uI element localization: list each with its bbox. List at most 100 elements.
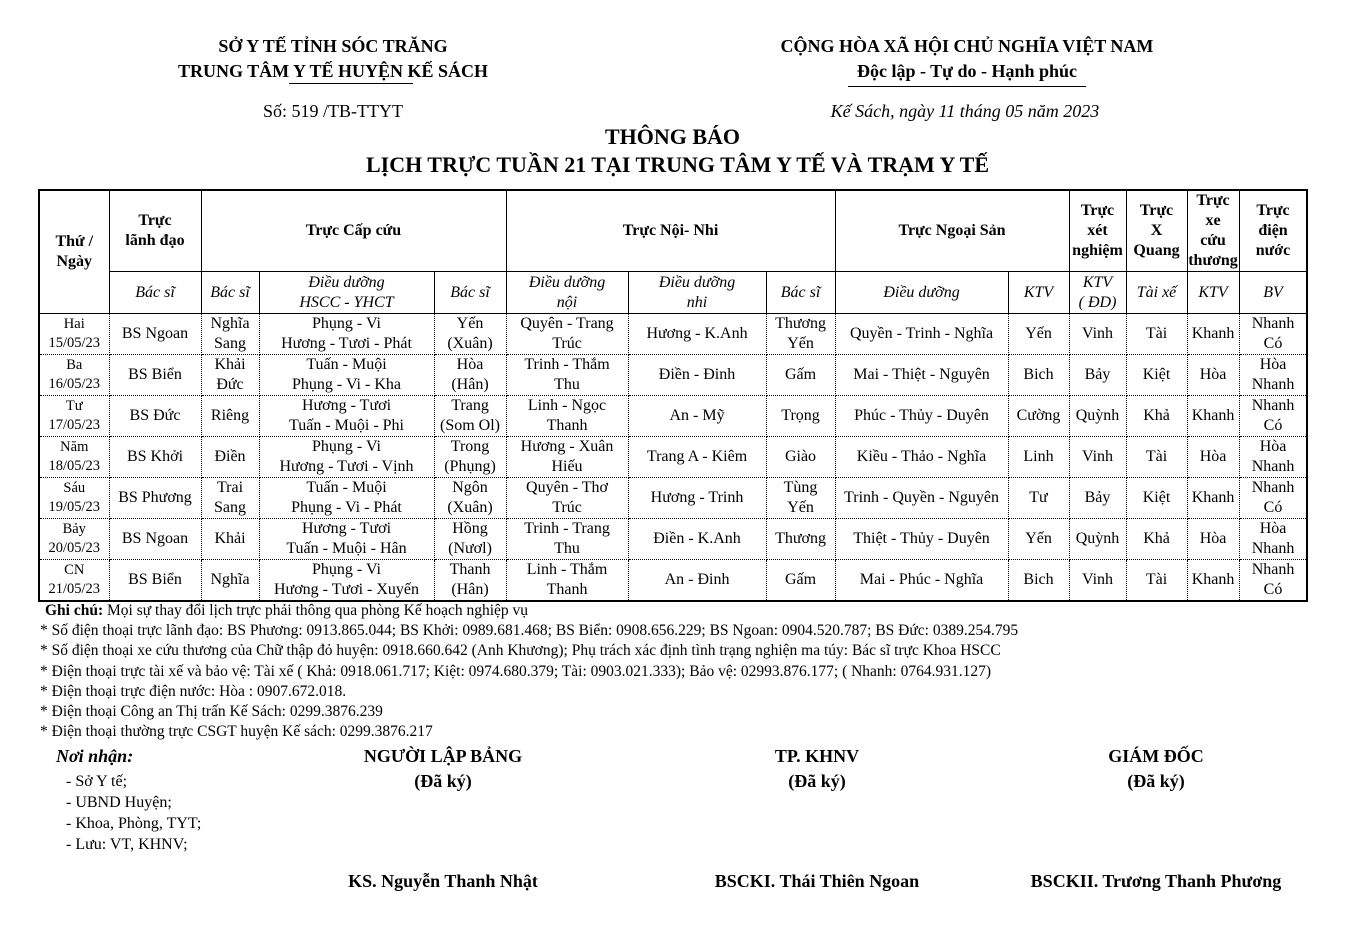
table-cell: Linh - Thắm Thanh — [505, 559, 629, 602]
table-cell: Trọng — [765, 395, 836, 437]
table-cell: Phụng - Vi Hương - Tươi - Vịnh — [258, 436, 435, 478]
table-cell: Mai - Phúc - Nghĩa — [834, 559, 1009, 602]
table-row: CN 21/05/23 BS Biển Nghĩa Phụng - Vi Hương … — [38, 559, 1308, 602]
table-cell: Gấm — [765, 354, 836, 396]
table-cell: Tài — [1125, 559, 1188, 602]
table-cell: Trong (Phụng) — [433, 436, 507, 478]
table-cell: BS Ngoan — [108, 313, 202, 355]
table-cell: Phúc - Thủy - Duyên — [834, 395, 1009, 437]
sub-header: Bác sĩ — [433, 271, 507, 314]
notes-label: Ghi chú: — [45, 602, 104, 619]
day-cell: Ba 16/05/23 — [38, 354, 110, 396]
divider — [289, 83, 413, 84]
sub-header: BV — [1238, 271, 1308, 314]
signature-role: GIÁM ĐỐC — [1108, 746, 1204, 766]
table-cell: Hòa Nhanh — [1238, 354, 1308, 396]
table-cell: BS Biển — [108, 559, 202, 602]
title-line1: THÔNG BÁO — [604, 124, 741, 149]
day-cell: Tư 17/05/23 — [38, 395, 110, 437]
table-cell: An - Đinh — [627, 559, 767, 602]
recipient-item: - Khoa, Phòng, TYT; — [66, 815, 202, 832]
table-cell: Điền - K.Anh — [627, 518, 767, 560]
table-cell: Khải Đức — [200, 354, 260, 396]
sub-header: Tài xế — [1125, 271, 1188, 314]
table-cell: Trai Sang — [200, 477, 260, 519]
table-cell: Khanh — [1186, 477, 1240, 519]
table-cell: Khả — [1125, 395, 1188, 437]
notes-section: Ghi chú: Mọi sự thay đổi lịch trực phải … — [40, 601, 1018, 742]
divider — [848, 86, 1086, 87]
table-cell: Phụng - Vi Hương - Tươi - Xuyến — [258, 559, 435, 602]
note-line: * Số điện thoại trực lãnh đạo: BS Phương… — [40, 622, 1019, 640]
signature-status: (Đã ký) — [788, 771, 846, 791]
sub-header: Bác sĩ — [108, 271, 202, 314]
table-cell: Vinh — [1068, 436, 1127, 478]
group-header: Trực xét nghiệm — [1068, 189, 1127, 272]
group-header: Trực xe cứu thương — [1186, 189, 1240, 272]
table-row: Năm 18/05/23 BS Khởi Điền Phụng - Vi Hương … — [38, 436, 1308, 478]
table-cell: Linh — [1007, 436, 1070, 478]
table-cell: An - Mỹ — [627, 395, 767, 437]
table-cell: Nhanh Có — [1238, 477, 1308, 519]
table-cell: Tuấn - Muội Phụng - Vi - Phát — [258, 477, 435, 519]
table-cell: Tài — [1125, 436, 1188, 478]
table-cell: Khanh — [1186, 313, 1240, 355]
table-cell: Giào — [765, 436, 836, 478]
table-cell: Hương - Tươi Tuấn - Muội - Phi — [258, 395, 435, 437]
table-cell: Nhanh Có — [1238, 395, 1308, 437]
table-row: Bảy 20/05/23 BS Ngoan Khải Hương - Tươi Tuấ… — [38, 518, 1308, 560]
sub-header: Điều dưỡng nhi — [627, 271, 767, 314]
recipients-label: Nơi nhận: — [56, 746, 134, 766]
recipient-item: - UBND Huyện; — [66, 794, 172, 811]
table-cell: Điền - Đinh — [627, 354, 767, 396]
group-header: Trực Cấp cứu — [200, 189, 507, 272]
table-cell: Hòa — [1186, 354, 1240, 396]
note-line: * Điện thoại Công an Thị trấn Kế Sách: 0… — [40, 703, 383, 721]
table-cell: Nghĩa — [200, 559, 260, 602]
table-cell: Trang A - Kiêm — [627, 436, 767, 478]
table-cell: Thiệt - Thủy - Duyên — [834, 518, 1009, 560]
table-cell: Hòa — [1186, 436, 1240, 478]
table-cell: Trang (Som Ol) — [433, 395, 507, 437]
table-cell: Kiệt — [1125, 477, 1188, 519]
schedule-table: Thứ / Ngày Trực lãnh đạo Trực Cấp cứu Trực … — [38, 189, 1309, 602]
recipient-item: - Lưu: VT, KHNV; — [66, 836, 188, 853]
table-cell: Yến — [1007, 313, 1070, 355]
org-line1: SỞ Y TẾ TỈNH SÓC TRĂNG — [218, 36, 448, 56]
sub-header: Bác sĩ — [200, 271, 260, 314]
table-cell: Quỳnh — [1068, 518, 1127, 560]
table-cell: Vinh — [1068, 313, 1127, 355]
table-cell: Khanh — [1186, 395, 1240, 437]
signature-role: NGƯỜI LẬP BẢNG — [363, 746, 523, 766]
day-cell: Năm 18/05/23 — [38, 436, 110, 478]
signature-name: BSCKII. Trương Thanh Phương — [1030, 871, 1282, 891]
notes-text: Mọi sự thay đổi lịch trực phải thông qua… — [103, 602, 529, 619]
table-row: Tư 17/05/23 BS Đức Riêng Hương - Tươi Tuấn … — [38, 395, 1308, 437]
table-cell: BS Ngoan — [108, 518, 202, 560]
group-header: Trực điện nước — [1238, 189, 1308, 272]
table-cell: Vinh — [1068, 559, 1127, 602]
table-cell: Bảy — [1068, 354, 1127, 396]
table-cell: Trinh - Thắm Thu — [505, 354, 629, 396]
group-header: Trực Ngoại Sản — [834, 189, 1070, 272]
table-cell: Quỳnh — [1068, 395, 1127, 437]
table-cell: BS Khởi — [108, 436, 202, 478]
table-cell: Bich — [1007, 559, 1070, 602]
nation-motto: Độc lập - Tự do - Hạnh phúc — [856, 61, 1078, 81]
sub-header: Điều dưỡng nội — [505, 271, 629, 314]
table-cell: Nhanh Có — [1238, 313, 1308, 355]
table-cell: Trinh - Trang Thu — [505, 518, 629, 560]
group-header: Thứ / Ngày — [38, 189, 110, 314]
document-number: Số: 519 /TB-TTYT — [263, 101, 403, 121]
table-cell: Thương Yến — [765, 313, 836, 355]
note-line: * Điện thoại trực tài xế và bảo vệ: Tài … — [40, 662, 992, 680]
group-header: Trực X Quang — [1125, 189, 1188, 272]
group-header: Trực Nội- Nhi — [505, 189, 836, 272]
table-cell: Hòa Nhanh — [1238, 436, 1308, 478]
table-cell: Linh - Ngọc Thanh — [505, 395, 629, 437]
table-cell: Tuấn - Muội Phụng - Vi - Kha — [258, 354, 435, 396]
table-cell: Bảy — [1068, 477, 1127, 519]
document-date: Kế Sách, ngày 11 tháng 05 năm 2023 — [830, 101, 1100, 121]
table-cell: Nghĩa Sang — [200, 313, 260, 355]
